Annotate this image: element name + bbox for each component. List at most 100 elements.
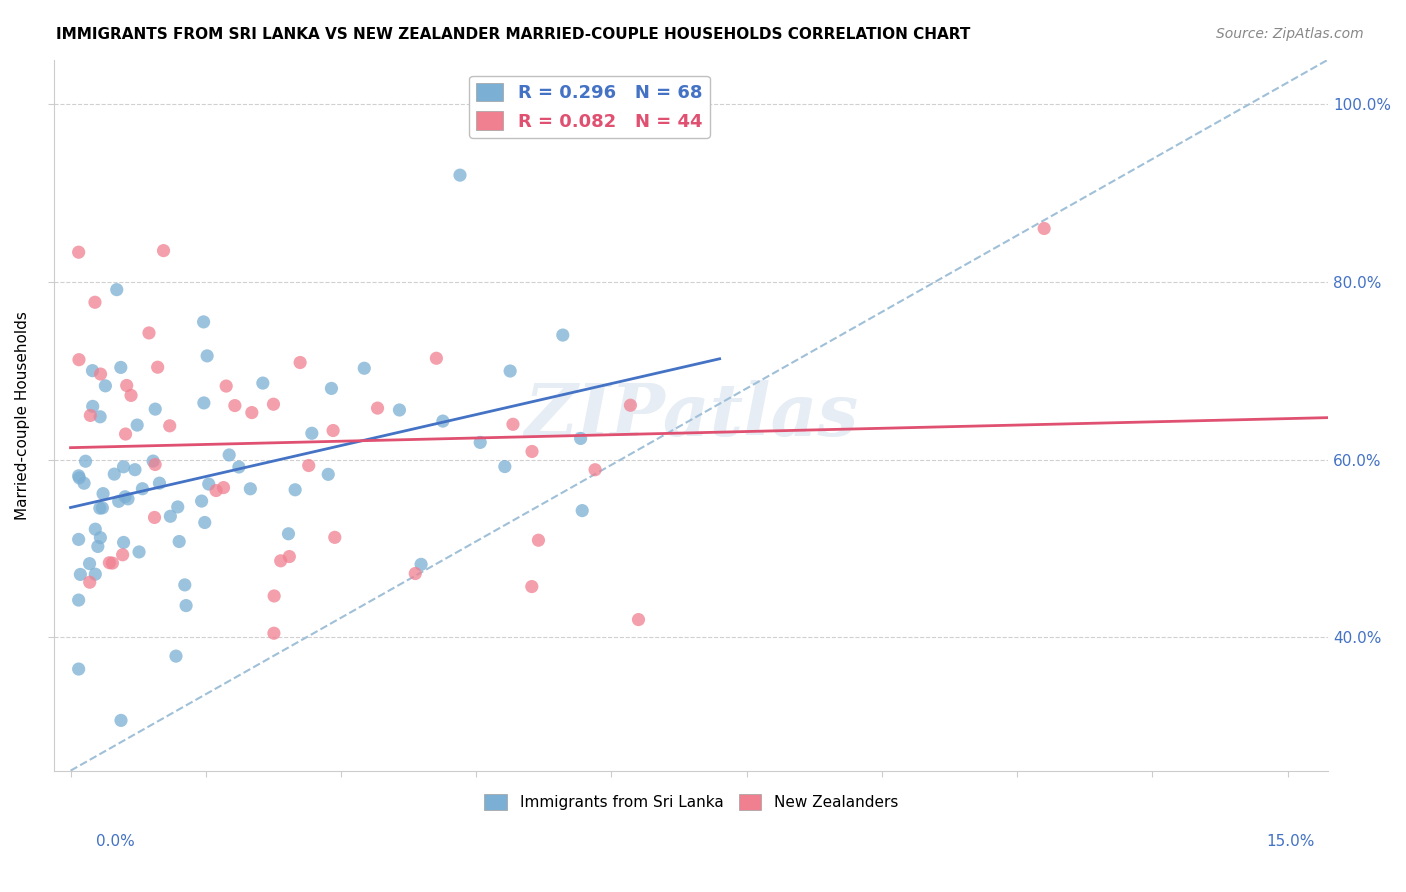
Point	[218, 448, 240, 462]
Point	[159, 418, 181, 433]
Point	[105, 283, 128, 297]
Point	[91, 500, 114, 515]
Point	[114, 427, 136, 442]
Point	[87, 540, 110, 554]
Point	[67, 471, 90, 485]
Point	[142, 454, 165, 468]
Point	[494, 459, 516, 474]
Point	[173, 578, 195, 592]
Point	[205, 483, 228, 498]
Point	[388, 403, 411, 417]
Point	[101, 556, 124, 570]
Point	[195, 349, 218, 363]
Point	[112, 459, 135, 474]
Point	[103, 467, 125, 482]
Point	[252, 376, 274, 390]
Point	[67, 352, 90, 367]
Point	[84, 295, 107, 310]
Point	[67, 662, 90, 676]
Point	[73, 476, 96, 491]
Point	[124, 463, 146, 477]
Point	[499, 364, 522, 378]
Point	[79, 575, 101, 590]
Point	[432, 414, 454, 428]
Point	[520, 444, 543, 458]
Point	[240, 406, 263, 420]
Point	[167, 534, 190, 549]
Point	[166, 500, 188, 514]
Point	[263, 626, 285, 640]
Point	[107, 494, 129, 508]
Point	[98, 556, 121, 570]
Point	[404, 566, 426, 581]
Point	[112, 535, 135, 549]
Point	[583, 463, 606, 477]
Text: 15.0%: 15.0%	[1267, 834, 1315, 848]
Text: ZIPatlas: ZIPatlas	[524, 380, 858, 450]
Point	[301, 426, 323, 441]
Point	[353, 361, 375, 376]
Point	[197, 477, 219, 491]
Point	[143, 510, 166, 524]
Point	[90, 367, 112, 381]
Point	[277, 526, 299, 541]
Point	[146, 360, 169, 375]
Point	[79, 557, 101, 571]
Point	[411, 558, 433, 572]
Point	[143, 458, 166, 472]
Point	[193, 315, 215, 329]
Point	[159, 509, 181, 524]
Point	[263, 397, 285, 411]
Point	[527, 533, 550, 548]
Point	[228, 460, 250, 475]
Point	[115, 378, 138, 392]
Point	[111, 548, 134, 562]
Legend: Immigrants from Sri Lanka, New Zealanders: Immigrants from Sri Lanka, New Zealander…	[478, 789, 904, 816]
Text: IMMIGRANTS FROM SRI LANKA VS NEW ZEALANDER MARRIED-COUPLE HOUSEHOLDS CORRELATION: IMMIGRANTS FROM SRI LANKA VS NEW ZEALAND…	[56, 27, 970, 42]
Point	[82, 400, 104, 414]
Point	[551, 328, 574, 343]
Point	[94, 379, 117, 393]
Point	[1033, 221, 1056, 235]
Point	[75, 454, 97, 468]
Point	[67, 468, 90, 483]
Point	[120, 388, 142, 402]
Point	[288, 355, 311, 369]
Point	[193, 396, 215, 410]
Point	[84, 522, 107, 536]
Point	[117, 491, 139, 506]
Point	[215, 379, 238, 393]
Point	[194, 516, 217, 530]
Point	[91, 486, 114, 500]
Point	[322, 424, 344, 438]
Point	[165, 649, 187, 664]
Point	[138, 326, 160, 340]
Point	[321, 381, 343, 395]
Text: Source: ZipAtlas.com: Source: ZipAtlas.com	[1216, 27, 1364, 41]
Point	[110, 360, 132, 375]
Point	[152, 244, 174, 258]
Y-axis label: Married-couple Households: Married-couple Households	[15, 310, 30, 519]
Point	[298, 458, 321, 473]
Point	[425, 351, 447, 366]
Point	[571, 503, 593, 517]
Point	[190, 494, 212, 508]
Point	[110, 714, 132, 728]
Text: 0.0%: 0.0%	[96, 834, 135, 848]
Point	[174, 599, 197, 613]
Point	[84, 567, 107, 582]
Point	[67, 245, 90, 260]
Point	[128, 545, 150, 559]
Point	[278, 549, 301, 564]
Point	[82, 363, 104, 377]
Point	[69, 567, 91, 582]
Point	[627, 613, 650, 627]
Point	[114, 490, 136, 504]
Point	[131, 482, 153, 496]
Point	[485, 125, 508, 139]
Point	[148, 476, 170, 491]
Point	[127, 418, 149, 433]
Point	[520, 580, 543, 594]
Point	[619, 398, 641, 412]
Point	[270, 554, 292, 568]
